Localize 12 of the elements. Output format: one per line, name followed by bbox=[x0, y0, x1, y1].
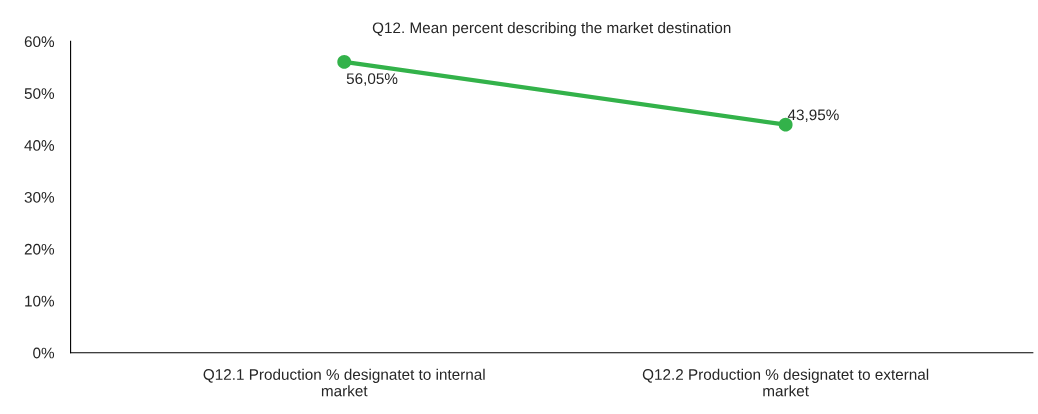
x-tick-label: Q12.2 Production % designatet to external market bbox=[642, 368, 929, 397]
data-label: 56,05% bbox=[346, 73, 398, 86]
y-tick-label: 0% bbox=[33, 347, 55, 359]
y-tick-label: 50% bbox=[24, 88, 55, 99]
y-tick-label: 30% bbox=[24, 191, 55, 203]
data-label: 43,95% bbox=[787, 109, 839, 123]
y-tick-label: 10% bbox=[25, 295, 55, 307]
x-tick-label: Q12.1 Production % designatet to internal market bbox=[203, 368, 485, 397]
y-tick-label: 40% bbox=[24, 140, 55, 151]
y-tick-label: 60% bbox=[24, 36, 55, 48]
chart-title: Q12. Mean percent describing the market destination bbox=[372, 22, 731, 37]
y-tick-label: 20% bbox=[24, 243, 55, 255]
